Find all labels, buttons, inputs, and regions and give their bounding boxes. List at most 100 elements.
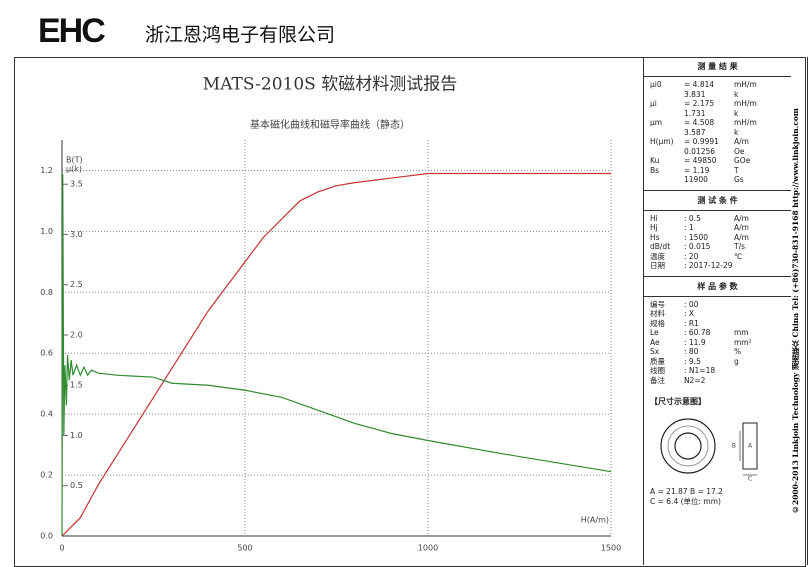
param-row: μi = 2.175 mH/m: [650, 99, 785, 109]
sidebar: 测 量 结 果 μi0 = 4.814 mH/m 3.831 k μi = 2.175 mH/m…: [643, 57, 791, 565]
param-value: : 11.9: [684, 337, 706, 347]
cross-section: [742, 422, 758, 470]
y-tick-label: 0.4: [40, 410, 53, 419]
param-label: H(μm): [650, 137, 674, 146]
ring-inner: [674, 432, 702, 460]
spacer: [650, 109, 684, 119]
spacer: [650, 90, 684, 100]
param-unit: k: [734, 108, 739, 118]
param-label: 温度: [650, 251, 665, 261]
param-unit: A/m: [734, 137, 749, 146]
param-row: 备注:: [650, 376, 785, 386]
param-value: :: [684, 375, 687, 385]
param-row: 规格: R1: [650, 319, 785, 329]
param-row: 1.731 k: [650, 109, 785, 119]
param-label: Hs: [650, 232, 660, 242]
param-row: 材料 : X: [650, 309, 785, 319]
spacer: [734, 300, 774, 310]
param-row: dB/dt: 0.015 T/s: [650, 242, 785, 252]
y2-tick-label: 0.5: [70, 481, 83, 490]
dim-label: B: [732, 443, 736, 450]
param-row: μi0 = 4.814 mH/m: [650, 80, 785, 90]
param-label: μi: [650, 99, 657, 108]
spacer: [734, 376, 774, 386]
section-title: 样 品 参 数: [644, 275, 791, 297]
param-value: : X: [684, 309, 695, 318]
x-tick-label: 0: [59, 544, 64, 553]
series-line: [61, 174, 612, 537]
dim-label: A: [748, 443, 753, 450]
spacer: [734, 261, 774, 271]
param-label: 备注: [650, 375, 665, 385]
x-tick-label: 1000: [418, 544, 438, 553]
section-title: 测 量 结 果: [644, 57, 791, 77]
diagram: B A C: [660, 418, 758, 483]
param-row: 线圈 : N1=18 N2=2: [650, 366, 785, 385]
param-label: μi0: [650, 80, 662, 89]
y2-tick-label: 2.5: [70, 280, 83, 289]
y2-tick-label: 1.5: [70, 381, 83, 390]
param-value: = 0.9991: [684, 137, 719, 146]
param-value: = 1.19: [684, 165, 710, 175]
y2-tick-label: 2.0: [70, 330, 83, 339]
section-rows: μi0 = 4.814 mH/m 3.831 k μi = 2.175 mH/m 1.731 k μ…: [644, 77, 791, 190]
param-unit: k: [734, 127, 739, 137]
param-value: : 80: [684, 347, 699, 356]
param-label: 线圈: [650, 366, 665, 375]
y-tick-label: 1.0: [40, 227, 53, 236]
param-label: Hi: [650, 213, 658, 223]
param-value: : 60.78: [684, 328, 711, 337]
chart-title: MATS-2010S 软磁材料测试报告: [203, 75, 457, 95]
param-label: 规格: [650, 318, 665, 328]
param-unit: Gs: [734, 175, 744, 184]
x-tick-label: 1500: [601, 544, 621, 553]
y-tick-label: 0.0: [40, 532, 53, 541]
param-row: Bs = 1.19 T: [650, 166, 785, 176]
vertical-credit: ©2000-2013 Linkjoin Technology 湖南联众 Chin…: [790, 57, 808, 565]
param-label: Ku: [650, 156, 660, 165]
diagram-title: 【尺寸示意图】: [650, 397, 706, 406]
y-tick-label: 0.6: [40, 349, 53, 358]
y-tick-label: 1.2: [40, 166, 53, 175]
param-value: : 9.5: [684, 356, 701, 366]
chart: MATS-2010S 软磁材料测试报告 基本磁化曲线和磁导率曲线（静态） 0.0…: [40, 75, 621, 553]
param-unit: A/m: [734, 223, 749, 232]
param-value: = 4.508: [684, 118, 715, 127]
param-value: : N1=18 N2=2: [684, 366, 716, 385]
param-row: 0.01256 Oe: [650, 147, 785, 157]
param-value: 3.831: [684, 89, 706, 99]
param-row: Sx: 80%: [650, 347, 785, 357]
param-row: Hi: 0.5 A/m: [650, 214, 785, 224]
param-value: : 20: [684, 251, 699, 261]
param-row: Hj: 1 A/m: [650, 223, 785, 233]
param-row: 温度 : 20 ℃: [650, 252, 785, 262]
param-label: 材料: [650, 309, 665, 318]
param-label: μm: [650, 118, 663, 127]
param-value: = 49850: [684, 156, 717, 165]
param-unit: A/m: [734, 232, 749, 242]
param-label: Ae: [650, 337, 660, 347]
param-unit: ℃: [734, 251, 743, 261]
param-row: 编号: 00: [650, 300, 785, 310]
param-value: = 2.175: [684, 99, 715, 108]
ring-outer: [660, 418, 716, 474]
ring-mid: [667, 425, 709, 467]
param-row: Hs: 1500 A/m: [650, 233, 785, 243]
param-label: 质量: [650, 356, 665, 366]
dimension-values: A = 21.87 B = 17.2 C = 6.4 (单位: mm): [644, 483, 791, 511]
logo: EHC: [38, 12, 106, 50]
param-row: Le: 60.78 mm: [650, 328, 785, 338]
param-row: 3.831 k: [650, 90, 785, 100]
chart-subtitle: 基本磁化曲线和磁导率曲线（静态）: [250, 118, 410, 131]
company-name: 浙江恩鸿电子有限公司: [145, 24, 336, 46]
param-value: : 0.015: [684, 242, 711, 251]
y-tick-label: 0.8: [40, 288, 53, 297]
param-row: H(μm) = 0.9991 A/m: [650, 137, 785, 147]
param-value: 11900: [684, 175, 708, 184]
param-unit: T/s: [734, 242, 746, 251]
dim-label: C: [748, 476, 752, 482]
y2-axis-label: μ(k): [66, 165, 82, 174]
param-unit: GOe: [734, 156, 751, 165]
dimension-line: C = 6.4 (单位: mm): [650, 497, 721, 506]
